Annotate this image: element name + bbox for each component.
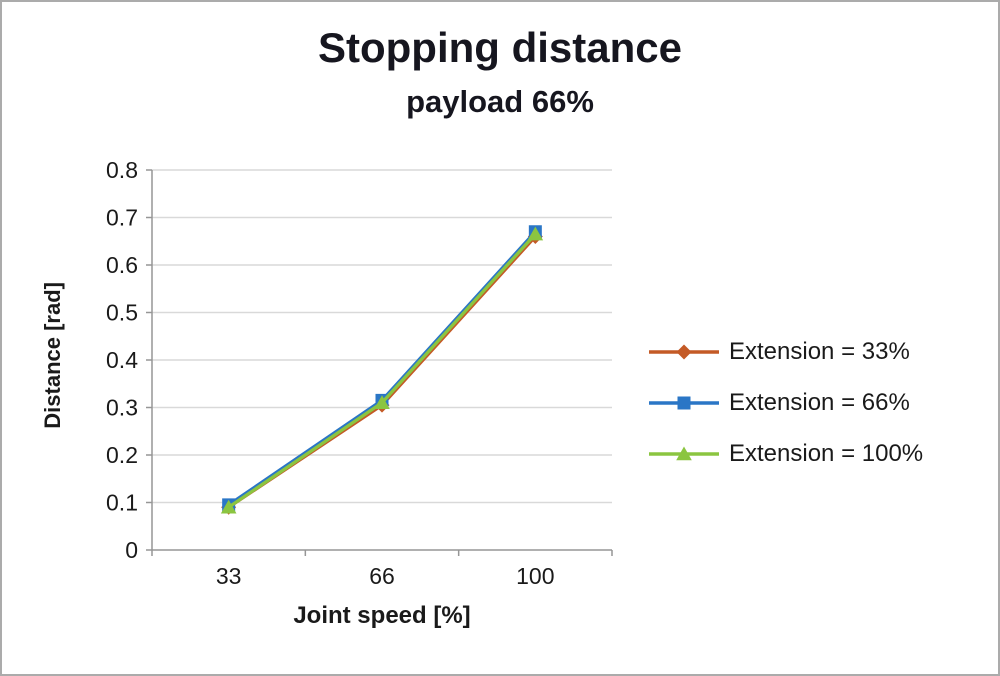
legend-label: Extension = 66% [729,389,910,416]
x-tick-label: 33 [216,563,242,589]
y-tick-label: 0.5 [106,300,138,326]
y-tick-label: 0.6 [106,252,138,278]
triangle-marker-icon [676,446,692,461]
legend: Extension = 33% Extension = 66% Extensio… [647,338,923,468]
x-axis-title: Joint speed [%] [293,602,471,629]
x-tick-label: 100 [516,563,554,589]
legend-label: Extension = 33% [729,338,910,365]
triangle-marker-icon [220,499,237,514]
legend-key-square-icon [649,396,719,410]
triangle-marker-icon [374,395,390,409]
y-tick-label: 0 [125,537,138,563]
y-axis-title: Distance [rad] [40,282,65,429]
y-tick-label: 0.8 [106,157,138,183]
series-line [227,230,537,507]
legend-key-triangle-icon [649,446,719,461]
y-tick-label: 0.3 [106,395,138,421]
diamond-marker-icon [676,344,692,360]
chart-subtitle: payload 66% [406,84,594,119]
series-line [227,234,537,509]
square-marker-icon [677,396,691,410]
series-line [227,232,537,509]
x-tick-label: 66 [369,563,395,589]
chart-title: Stopping distance [317,24,682,71]
triangle-marker-icon [527,226,544,241]
y-tick-label: 0.2 [106,442,138,468]
legend-label: Extension = 100% [729,440,924,467]
y-tick-label: 0.4 [106,347,138,373]
y-tick-label: 0.1 [106,490,138,516]
y-tick-label: 0.7 [106,205,138,231]
legend-item-extension-66: Extension = 66% [647,389,923,417]
legend-item-extension-100: Extension = 100% [647,440,923,468]
legend-key-diamond-icon [649,344,719,360]
legend-item-extension-33: Extension = 33% [647,338,923,366]
